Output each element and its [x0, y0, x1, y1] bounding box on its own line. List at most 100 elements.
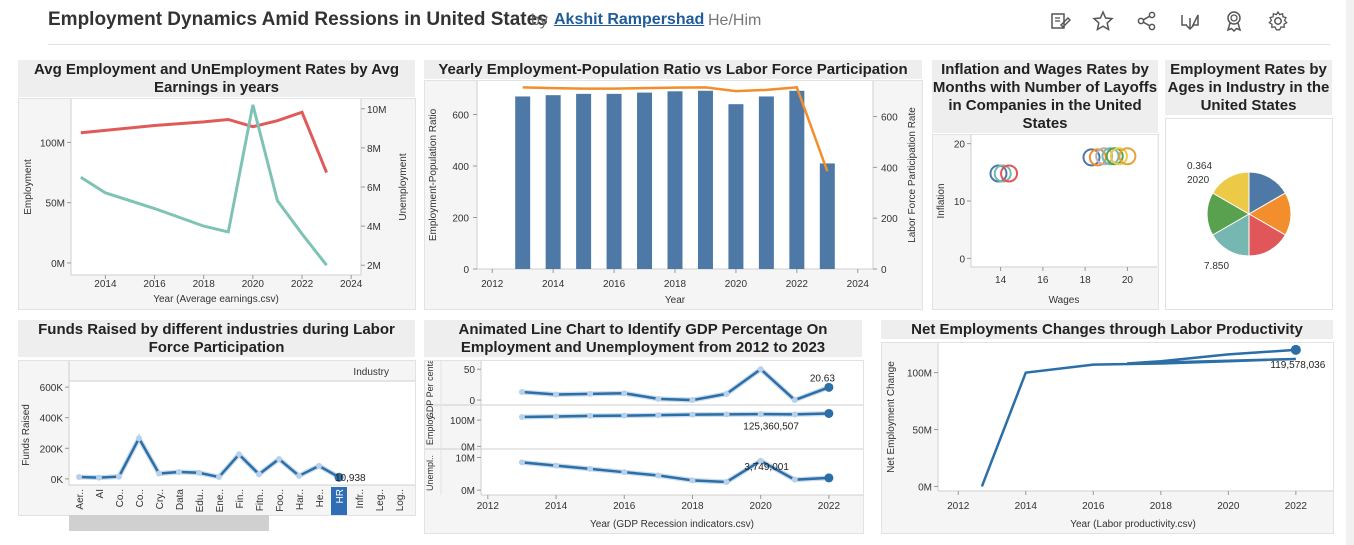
employment-ratio-bar[interactable]: [515, 96, 531, 269]
industry-label[interactable]: He..: [315, 489, 326, 507]
layoff-bubble[interactable]: [1118, 147, 1137, 166]
layoff-bubble[interactable]: [1082, 148, 1101, 167]
gdp-series-point[interactable]: [689, 411, 696, 418]
funds-point[interactable]: [216, 474, 222, 481]
selected-industry-highlight[interactable]: [331, 487, 347, 515]
employment-ratio-bar[interactable]: [667, 91, 683, 270]
labor-force-participation-line[interactable]: [522, 86, 829, 172]
gdp-series-point[interactable]: [553, 391, 560, 398]
industry-label[interactable]: Infr..: [355, 489, 366, 508]
pie-slice[interactable]: [1211, 213, 1250, 257]
gdp-series-point[interactable]: [587, 465, 594, 472]
funds-line[interactable]: [78, 435, 340, 479]
badge-icon[interactable]: [1223, 10, 1245, 32]
author-link[interactable]: Akshit Rampershad: [554, 11, 705, 28]
gdp-series-point[interactable]: [791, 411, 798, 418]
layoff-bubble[interactable]: [1095, 147, 1114, 166]
funds-point[interactable]: [296, 472, 302, 479]
favorite-star-icon[interactable]: [1092, 10, 1114, 32]
employment-ratio-bar[interactable]: [697, 90, 713, 269]
gdp-series-point[interactable]: [824, 473, 834, 483]
industry-label[interactable]: Co..: [135, 489, 146, 507]
employment-ratio-bar[interactable]: [789, 90, 805, 269]
gdp-series-point[interactable]: [689, 397, 696, 404]
employment-ratio-bar[interactable]: [545, 95, 561, 269]
gdp-series-point[interactable]: [655, 472, 662, 479]
pie-slice[interactable]: [1206, 192, 1251, 236]
download-icon[interactable]: [1179, 10, 1201, 32]
industry-label[interactable]: Fin..: [235, 489, 246, 508]
net-employment-line[interactable]: [980, 348, 1296, 487]
industry-label[interactable]: Leg..: [375, 489, 386, 511]
employment-ratio-bar[interactable]: [758, 96, 774, 269]
layoff-bubble[interactable]: [989, 164, 1008, 183]
employment-line[interactable]: [80, 110, 328, 174]
share-icon[interactable]: [1136, 10, 1158, 32]
pie-slice[interactable]: [1211, 171, 1250, 215]
layoff-bubble[interactable]: [993, 164, 1012, 183]
industry-label[interactable]: Data: [175, 489, 186, 511]
funds-point[interactable]: [256, 471, 262, 478]
funds-chart[interactable]: Industry Funds Raised 0K 200K 400K 600K 10,…: [19, 361, 415, 533]
funds-point[interactable]: [334, 472, 344, 482]
gdp-series-line[interactable]: [521, 459, 829, 484]
industry-label[interactable]: Log..: [395, 489, 406, 511]
employment-ratio-bar[interactable]: [819, 163, 835, 269]
pie-slice[interactable]: [1248, 213, 1287, 257]
gdp-series-point[interactable]: [655, 412, 662, 419]
industry-label[interactable]: Foo..: [275, 489, 286, 512]
gdp-series-point[interactable]: [621, 469, 628, 476]
gdp-series-point[interactable]: [723, 411, 730, 418]
industry-label[interactable]: AI: [95, 489, 106, 498]
pie-slice[interactable]: [1248, 171, 1287, 215]
gdp-series-point[interactable]: [655, 395, 662, 402]
net-employment-end-point[interactable]: [1290, 344, 1301, 355]
industry-label[interactable]: HR: [335, 489, 346, 503]
funds-point[interactable]: [116, 473, 122, 480]
gdp-series-line[interactable]: [521, 367, 830, 402]
layoff-bubble[interactable]: [1109, 147, 1128, 166]
gdp-series-point[interactable]: [587, 390, 594, 397]
industry-label[interactable]: Ene..: [215, 489, 226, 512]
page-scrollbar[interactable]: [1346, 0, 1354, 545]
gdp-series-point[interactable]: [518, 459, 525, 466]
funds-point[interactable]: [136, 435, 142, 442]
gdp-series-point[interactable]: [791, 397, 798, 404]
funds-point[interactable]: [196, 469, 202, 476]
funds-point[interactable]: [236, 451, 242, 458]
yearly-ratio-chart[interactable]: Employment-Population Ratio Labor Force …: [425, 81, 922, 309]
industry-label[interactable]: Co..: [115, 489, 126, 507]
pie-slice[interactable]: [1248, 192, 1292, 236]
gdp-series-point[interactable]: [723, 478, 730, 485]
employment-ratio-bar[interactable]: [637, 92, 653, 269]
funds-point[interactable]: [316, 462, 322, 469]
edit-icon[interactable]: [1049, 10, 1071, 32]
employment-ratio-bar[interactable]: [576, 93, 592, 269]
gdp-series-point[interactable]: [553, 413, 560, 420]
gdp-series-point[interactable]: [757, 411, 764, 418]
unemployment-line[interactable]: [80, 104, 328, 267]
gdp-series-point[interactable]: [553, 462, 560, 469]
gdp-series-point[interactable]: [757, 366, 764, 373]
gdp-series-point[interactable]: [824, 408, 834, 418]
inflation-chart[interactable]: Inflation Wages 14 16 18 20 0 10 20: [933, 135, 1158, 309]
industry-label[interactable]: Aer..: [75, 489, 86, 510]
net-employment-chart[interactable]: Net Employment Change Year (Labor produc…: [882, 343, 1333, 533]
funds-point[interactable]: [76, 474, 82, 481]
funds-horizontal-scrollbar[interactable]: [69, 515, 269, 531]
employment-ratio-bar[interactable]: [728, 104, 744, 269]
gdp-series-point[interactable]: [587, 412, 594, 419]
gdp-series-point[interactable]: [824, 382, 834, 392]
funds-point[interactable]: [96, 474, 102, 481]
funds-point[interactable]: [176, 469, 182, 475]
industry-label[interactable]: Har..: [295, 489, 306, 510]
settings-gear-icon[interactable]: [1267, 10, 1289, 32]
age-pie-chart[interactable]: 0.364 2020 7.850: [1166, 119, 1332, 309]
layoff-bubble[interactable]: [1000, 164, 1019, 183]
industry-label[interactable]: Cry..: [155, 489, 166, 509]
gdp-series-point[interactable]: [791, 476, 798, 483]
employment-ratio-bar[interactable]: [606, 93, 622, 269]
industry-label[interactable]: Fitn..: [255, 489, 266, 511]
funds-point[interactable]: [276, 456, 282, 462]
